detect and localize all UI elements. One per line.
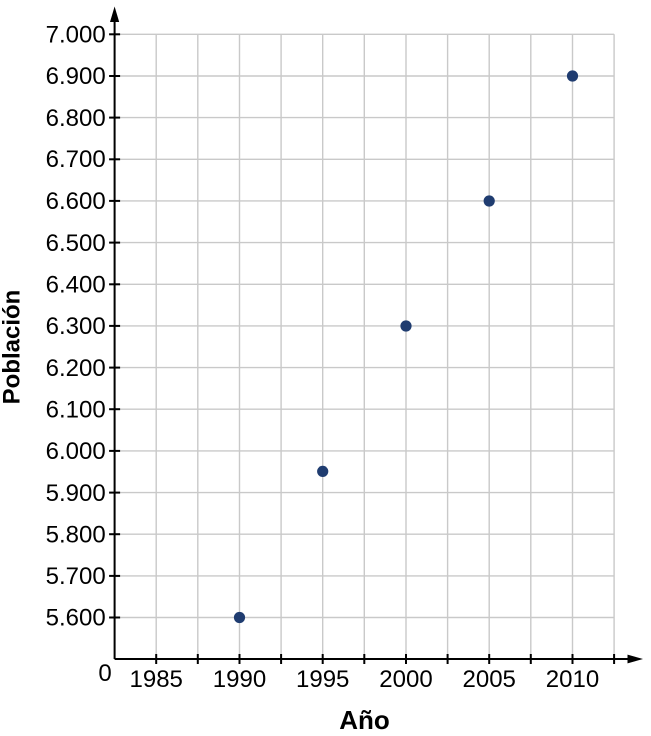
- svg-text:2000: 2000: [379, 666, 432, 693]
- svg-text:1985: 1985: [130, 666, 183, 693]
- svg-text:Población: Población: [0, 290, 26, 405]
- svg-text:6.900: 6.900: [46, 63, 106, 90]
- svg-text:6.600: 6.600: [46, 188, 106, 215]
- svg-text:7.000: 7.000: [46, 22, 106, 49]
- svg-text:5.900: 5.900: [46, 480, 106, 507]
- svg-text:6.800: 6.800: [46, 105, 106, 132]
- svg-text:6.500: 6.500: [46, 230, 106, 257]
- svg-text:5.800: 5.800: [46, 521, 106, 548]
- svg-text:6.700: 6.700: [46, 146, 106, 173]
- svg-text:5.700: 5.700: [46, 563, 106, 590]
- svg-text:5.600: 5.600: [46, 605, 106, 632]
- svg-text:6.200: 6.200: [46, 355, 106, 382]
- svg-text:6.000: 6.000: [46, 438, 106, 465]
- svg-text:2010: 2010: [546, 666, 599, 693]
- svg-text:0: 0: [98, 660, 111, 687]
- svg-text:6.100: 6.100: [46, 396, 106, 423]
- svg-text:1995: 1995: [296, 666, 349, 693]
- svg-text:Año: Año: [339, 705, 390, 735]
- svg-text:1990: 1990: [213, 666, 266, 693]
- svg-text:6.300: 6.300: [46, 313, 106, 340]
- svg-text:2005: 2005: [463, 666, 516, 693]
- svg-text:6.400: 6.400: [46, 272, 106, 299]
